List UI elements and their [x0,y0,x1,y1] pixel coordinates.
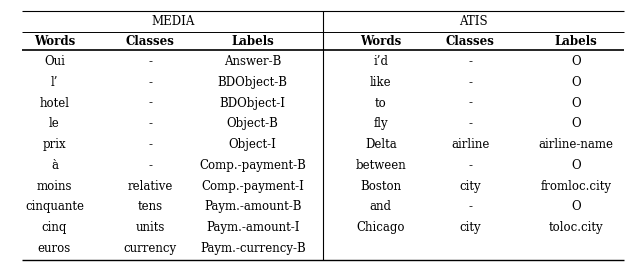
Text: Boston: Boston [360,180,401,193]
Text: city: city [460,180,481,193]
Text: Paym.-currency-B: Paym.-currency-B [200,242,306,255]
Text: fromloc.city: fromloc.city [541,180,611,193]
Text: O: O [571,117,581,130]
Text: -: - [468,96,472,110]
Text: moins: moins [36,180,72,193]
Text: O: O [571,55,581,68]
Text: O: O [571,76,581,89]
Text: euros: euros [38,242,71,255]
Text: -: - [148,117,152,130]
Text: cinq: cinq [42,221,67,234]
Text: Classes: Classes [446,35,495,48]
Text: Oui: Oui [44,55,65,68]
Text: i’d: i’d [373,55,388,68]
Text: Paym.-amount-I: Paym.-amount-I [206,221,300,234]
Text: airline: airline [451,138,490,151]
Text: BDObject-I: BDObject-I [220,96,286,110]
Text: fly: fly [374,117,388,130]
Text: Labels: Labels [232,35,274,48]
Text: Object-I: Object-I [229,138,276,151]
Text: and: and [370,200,392,213]
Text: Words: Words [360,35,401,48]
Text: city: city [460,221,481,234]
Text: Object-B: Object-B [227,117,279,130]
Text: Classes: Classes [126,35,175,48]
Text: airline-name: airline-name [538,138,614,151]
Text: le: le [49,117,60,130]
Text: between: between [355,159,406,172]
Text: -: - [148,76,152,89]
Text: units: units [136,221,165,234]
Text: -: - [148,138,152,151]
Text: -: - [468,76,472,89]
Text: to: to [375,96,387,110]
Text: -: - [148,159,152,172]
Text: O: O [571,200,581,213]
Text: Paym.-amount-B: Paym.-amount-B [204,200,301,213]
Text: à: à [51,159,58,172]
Text: Answer-B: Answer-B [224,55,282,68]
Text: O: O [571,159,581,172]
Text: tens: tens [138,200,163,213]
Text: cinquante: cinquante [25,200,84,213]
Text: Labels: Labels [555,35,597,48]
Text: -: - [148,96,152,110]
Text: -: - [468,200,472,213]
Text: Comp.-payment-B: Comp.-payment-B [200,159,306,172]
Text: like: like [370,76,392,89]
Text: MEDIA: MEDIA [151,15,195,28]
Text: -: - [468,117,472,130]
Text: O: O [571,96,581,110]
Text: toloc.city: toloc.city [548,221,604,234]
Text: Comp.-payment-I: Comp.-payment-I [202,180,304,193]
Text: currency: currency [124,242,177,255]
Text: l’: l’ [51,76,58,89]
Text: prix: prix [43,138,66,151]
Text: Delta: Delta [365,138,397,151]
Text: Words: Words [34,35,75,48]
Text: -: - [468,55,472,68]
Text: ATIS: ATIS [460,15,488,28]
Text: Chicago: Chicago [356,221,405,234]
Text: relative: relative [128,180,173,193]
Text: hotel: hotel [40,96,69,110]
Text: -: - [468,159,472,172]
Text: -: - [148,55,152,68]
Text: BDObject-B: BDObject-B [218,76,288,89]
